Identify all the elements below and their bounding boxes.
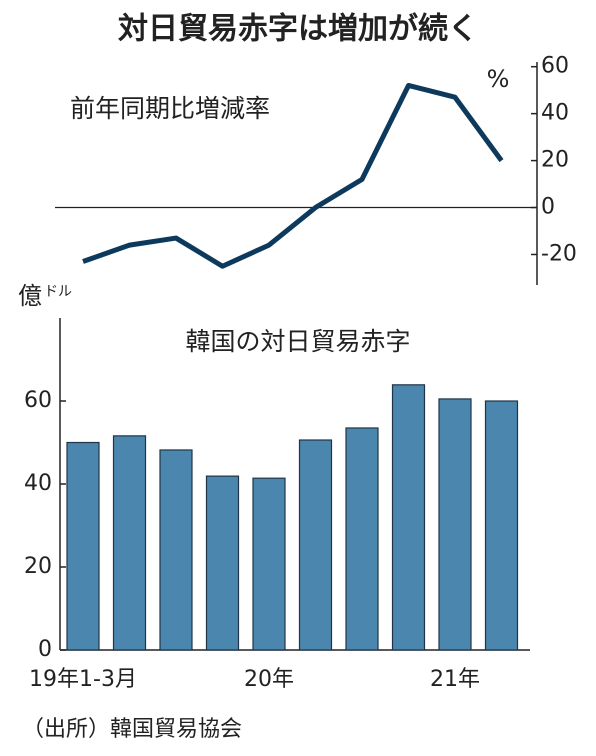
bar: [298, 439, 333, 651]
bar: [66, 441, 100, 651]
line-title: 前年同期比増減率: [70, 94, 270, 123]
bar: [252, 477, 286, 651]
bar: [484, 400, 519, 651]
y-tick-label: -20: [541, 241, 577, 266]
y-tick-label: 40: [24, 471, 52, 496]
y-tick-label: 20: [541, 148, 569, 173]
x-tick-label: 20年: [244, 667, 294, 692]
y-tick-label: 60: [24, 388, 52, 413]
bar: [345, 427, 379, 651]
y-tick-label: 60: [541, 54, 569, 79]
y-tick-label: 20: [24, 554, 52, 579]
y-unit: %: [487, 65, 510, 93]
x-tick-label: 19年1-3月: [29, 667, 137, 692]
bar: [112, 435, 147, 651]
bar-title: 韓国の対日貿易赤字: [185, 327, 410, 356]
y-label: 億: [18, 282, 42, 310]
line: [82, 82, 504, 269]
y-tick-label: 0: [541, 195, 555, 220]
y-label-sub: ドル: [44, 284, 72, 300]
main-title: 対日貿易赤字は増加が続く: [118, 12, 478, 47]
bar: [205, 475, 240, 651]
bar: [438, 398, 472, 651]
y-tick-label: 40: [541, 101, 569, 126]
bar: [159, 449, 193, 651]
x-tick-label: 21年: [430, 667, 480, 692]
y-tick-label: 0: [38, 637, 52, 662]
bar: [391, 384, 426, 651]
source: （出所）韓国貿易協会: [22, 717, 242, 742]
